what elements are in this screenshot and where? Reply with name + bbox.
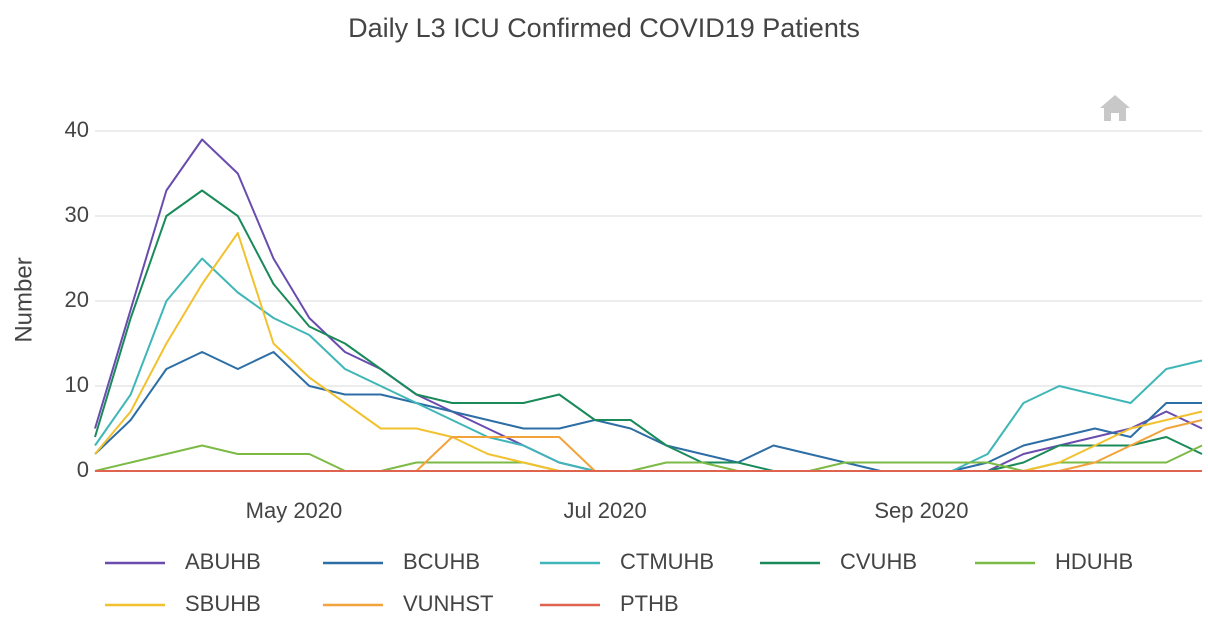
y-tick-label: 20 bbox=[65, 287, 89, 312]
y-tick-label: 10 bbox=[65, 372, 89, 397]
x-tick-label: Jul 2020 bbox=[564, 498, 647, 523]
series-line bbox=[94, 189, 1203, 472]
legend-label: HDUHB bbox=[1055, 549, 1133, 574]
series-line bbox=[94, 257, 1203, 472]
legend-label: VUNHST bbox=[403, 591, 493, 616]
legend-label: PTHB bbox=[620, 591, 679, 616]
home-icon[interactable] bbox=[1100, 95, 1130, 121]
series-line bbox=[94, 351, 1202, 472]
legend-label: SBUHB bbox=[185, 591, 261, 616]
series-line bbox=[94, 232, 1203, 472]
chart-title: Daily L3 ICU Confirmed COVID19 Patients bbox=[348, 13, 860, 43]
series-line bbox=[95, 419, 1203, 472]
y-tick-label: 30 bbox=[65, 202, 89, 227]
legend-label: CTMUHB bbox=[620, 549, 714, 574]
legend-label: CVUHB bbox=[840, 549, 917, 574]
y-tick-label: 40 bbox=[65, 117, 89, 142]
legend-label: BCUHB bbox=[403, 549, 480, 574]
y-tick-label: 0 bbox=[77, 457, 89, 482]
series-line bbox=[94, 444, 1203, 472]
y-axis-label: Number bbox=[10, 257, 37, 342]
x-tick-label: May 2020 bbox=[246, 498, 343, 523]
legend-label: ABUHB bbox=[185, 549, 261, 574]
x-tick-label: Sep 2020 bbox=[874, 498, 968, 523]
